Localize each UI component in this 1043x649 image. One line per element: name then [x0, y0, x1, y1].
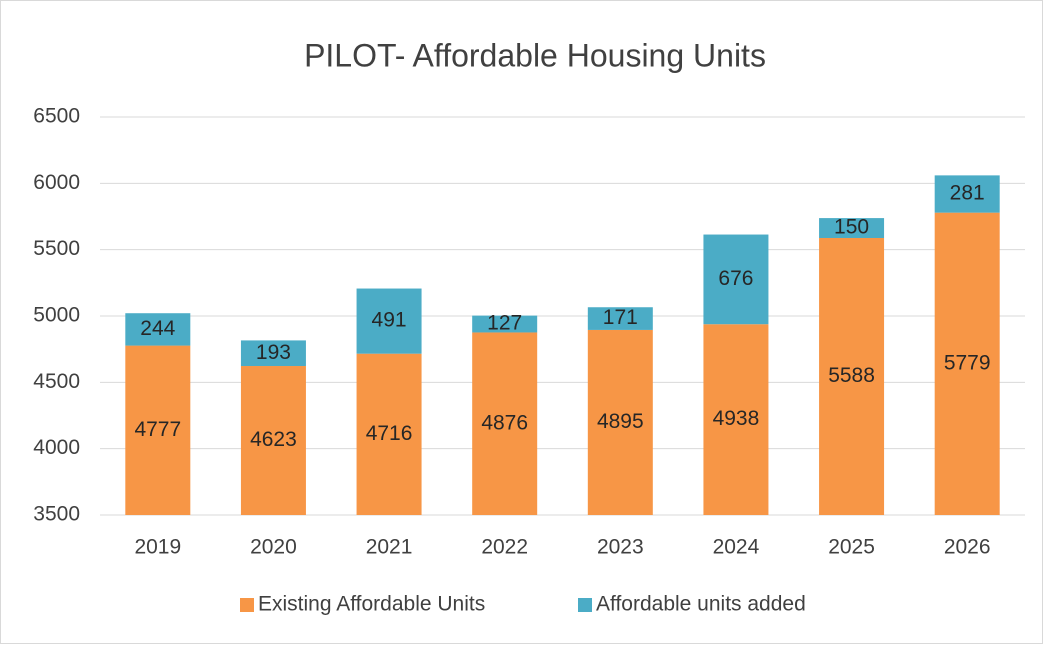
x-tick-label: 2024: [713, 536, 760, 559]
data-label: 127: [487, 312, 522, 335]
bar-segment: [472, 315, 538, 333]
data-label: 193: [256, 341, 291, 364]
x-tick-label: 2020: [250, 536, 297, 559]
bar-segment: [472, 332, 538, 515]
data-label: 5588: [828, 364, 875, 387]
data-label: 5779: [944, 351, 991, 374]
bar-segment: [934, 175, 1000, 213]
y-tick-label: 3500: [33, 503, 80, 526]
bar-segment: [819, 237, 885, 515]
data-label: 4895: [597, 410, 644, 433]
legend-label: Affordable units added: [596, 593, 806, 616]
bar-segment: [703, 234, 769, 325]
x-tick-label: 2025: [828, 536, 875, 559]
data-label: 281: [950, 182, 985, 205]
y-tick-label: 4000: [33, 436, 80, 459]
bar-segment: [356, 288, 422, 354]
bar-segment: [587, 329, 653, 515]
data-label: 171: [603, 306, 638, 329]
bar-segment: [356, 353, 422, 515]
data-label: 4938: [713, 407, 760, 430]
legend-label: Existing Affordable Units: [258, 593, 485, 616]
data-label: 4777: [134, 418, 181, 441]
y-tick-label: 5500: [33, 237, 80, 260]
x-tick-label: 2026: [944, 536, 991, 559]
legend-swatch: [578, 598, 592, 612]
data-label: 4623: [250, 428, 297, 451]
bar-segment: [703, 324, 769, 515]
bar-segment: [819, 218, 885, 238]
y-tick-label: 5000: [33, 304, 80, 327]
data-label: 676: [718, 267, 753, 290]
x-tick-label: 2023: [597, 536, 644, 559]
bar-segment: [587, 307, 653, 330]
legend-swatch: [240, 598, 254, 612]
bar-segment: [125, 313, 191, 346]
data-label: 491: [372, 309, 407, 332]
bar-segment: [240, 340, 306, 367]
chart-title: PILOT- Affordable Housing Units: [304, 37, 766, 73]
y-tick-label: 6000: [33, 171, 80, 194]
data-label: 150: [834, 216, 869, 239]
x-tick-label: 2022: [481, 536, 528, 559]
bar-segment: [240, 366, 306, 515]
data-label: 4876: [481, 411, 528, 434]
y-tick-label: 6500: [33, 105, 80, 128]
bar-segment: [934, 212, 1000, 516]
data-label: 4716: [366, 422, 413, 445]
data-label: 244: [140, 317, 175, 340]
bar-segment: [125, 345, 191, 515]
x-tick-label: 2021: [366, 536, 413, 559]
y-tick-label: 4500: [33, 370, 80, 393]
x-tick-label: 2019: [134, 536, 181, 559]
